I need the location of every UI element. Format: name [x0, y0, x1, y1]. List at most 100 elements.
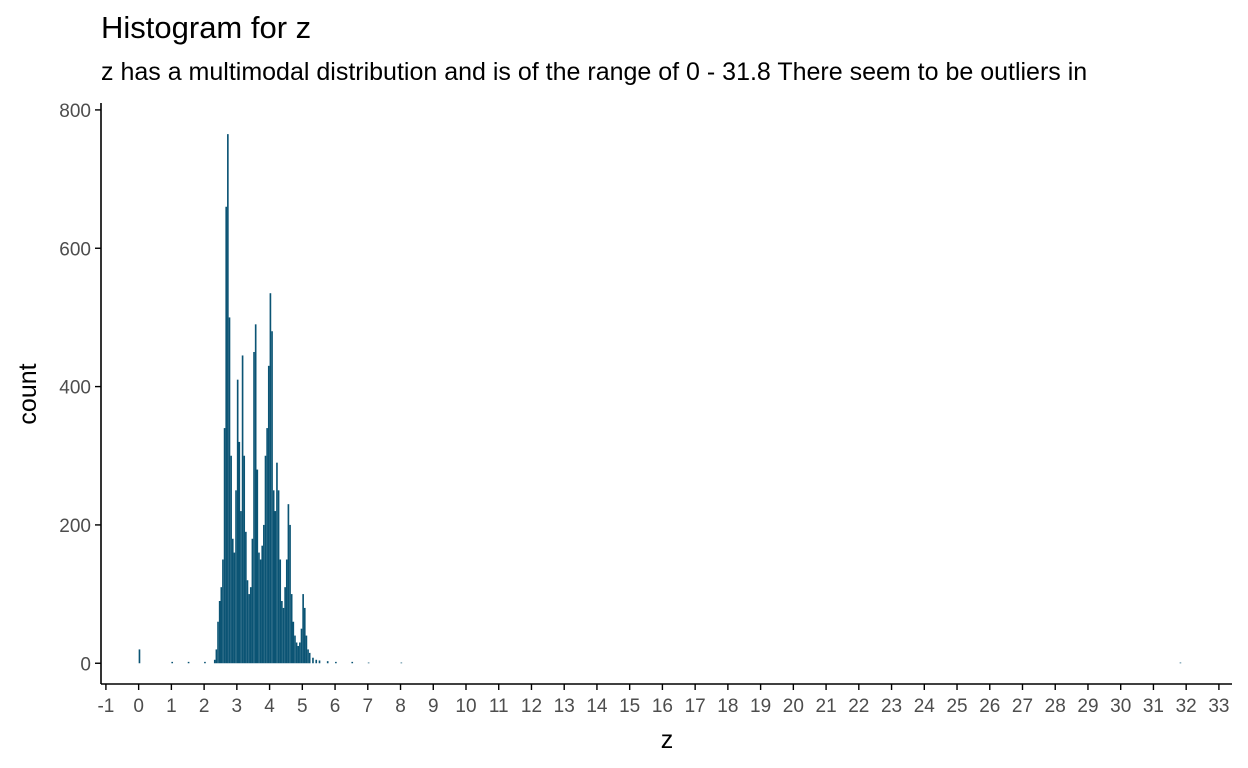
x-tick-label: 15	[619, 696, 640, 717]
x-tick-label: 32	[1176, 696, 1197, 717]
y-tick-label: 800	[59, 101, 91, 122]
histogram-bar	[246, 580, 249, 664]
x-tick-label: 1	[166, 696, 177, 717]
histogram-bar	[326, 661, 329, 664]
x-tick-label: 0	[133, 696, 144, 717]
x-tick-label: -1	[97, 696, 114, 717]
x-tick-label: 30	[1110, 696, 1131, 717]
histogram-bar	[263, 524, 265, 664]
histogram-bar	[236, 379, 239, 664]
histogram-bar	[351, 661, 354, 664]
x-axis-title: z	[661, 726, 674, 754]
histogram-bar	[248, 594, 250, 664]
x-tick-label: 23	[881, 696, 902, 717]
histogram-bar	[292, 621, 295, 664]
x-tick-label: 21	[816, 696, 837, 717]
x-tick-label: 2	[199, 696, 210, 717]
histogram-bar	[138, 649, 141, 664]
x-tick-label: 31	[1143, 696, 1164, 717]
histogram-bar	[259, 559, 262, 664]
x-tick-label: 26	[979, 696, 1000, 717]
histogram-bar	[264, 455, 267, 664]
x-tick-label: 12	[521, 696, 542, 717]
x-tick-label: 3	[232, 696, 243, 717]
x-tick-label: 29	[1077, 696, 1098, 717]
histogram-bar	[1179, 662, 1182, 664]
histogram-bar	[187, 661, 190, 664]
histogram-bar	[285, 559, 288, 664]
histogram-bar	[307, 649, 309, 664]
histogram-bar	[276, 462, 278, 664]
x-tick-label: 18	[717, 696, 738, 717]
y-axis-ticks: 0 200 400 600 800	[59, 101, 101, 675]
histogram-bar	[290, 594, 293, 664]
histogram-bar	[254, 324, 257, 664]
histogram-bar	[277, 490, 280, 664]
histogram-bar	[312, 657, 314, 664]
x-tick-label: 16	[652, 696, 673, 717]
histogram-bar	[227, 134, 229, 664]
x-tick-label: 14	[586, 696, 608, 717]
histogram-bar	[281, 601, 283, 664]
y-axis-title: count	[14, 363, 42, 424]
y-tick-label: 0	[80, 654, 91, 675]
x-tick-label: 20	[783, 696, 804, 717]
histogram-bar	[222, 559, 224, 664]
x-tick-label: 33	[1208, 696, 1229, 717]
x-tick-label: 27	[1012, 696, 1033, 717]
histogram-bar	[315, 659, 318, 664]
histogram-bar	[218, 601, 221, 664]
histogram-bar	[289, 524, 291, 664]
histogram-bar	[228, 317, 231, 664]
histogram-bar	[235, 490, 237, 664]
histogram-bar	[294, 635, 296, 664]
histogram-bar	[238, 441, 241, 664]
histogram-bar	[303, 607, 306, 664]
y-tick-label: 600	[59, 239, 91, 260]
histogram-bar	[258, 552, 260, 664]
x-tick-label: 4	[264, 696, 275, 717]
histogram-bar	[295, 642, 298, 664]
x-tick-label: 19	[750, 696, 771, 717]
histogram-bar	[253, 352, 255, 664]
histogram-bar	[400, 662, 403, 664]
histogram-bar	[271, 331, 273, 664]
x-tick-label: 8	[395, 696, 406, 717]
x-tick-label: 28	[1045, 696, 1066, 717]
histogram-bar	[367, 662, 370, 664]
x-tick-label: 9	[428, 696, 439, 717]
y-tick-label: 400	[59, 378, 91, 399]
histogram-bar	[251, 538, 254, 664]
x-tick-label: 6	[330, 696, 341, 717]
x-tick-label: 24	[914, 696, 936, 717]
histogram-bar	[300, 628, 303, 664]
histogram-bar	[274, 511, 277, 664]
histogram-bar	[231, 538, 234, 664]
y-tick-label: 200	[59, 516, 91, 537]
histogram-bar	[230, 455, 232, 664]
histogram-bar	[335, 661, 337, 664]
histogram-bar	[308, 652, 311, 664]
histogram-bar	[233, 552, 236, 664]
x-tick-label: 13	[554, 696, 575, 717]
x-tick-label: 5	[297, 696, 308, 717]
x-tick-label: 7	[363, 696, 374, 717]
histogram-bar	[267, 365, 270, 664]
histogram-bar	[297, 645, 300, 664]
histogram-bar	[266, 428, 268, 664]
histogram-bar	[261, 545, 264, 664]
histogram-bar	[282, 607, 285, 664]
x-tick-label: 22	[848, 696, 869, 717]
histogram-bar	[171, 661, 174, 664]
histogram-bar	[318, 660, 321, 664]
histogram-bar	[213, 659, 216, 664]
histogram-bar	[215, 649, 218, 664]
x-tick-label: 10	[455, 696, 476, 717]
chart-subtitle: z has a multimodal distribution and is o…	[101, 58, 1088, 86]
histogram-bar	[279, 559, 282, 664]
histogram-bar	[245, 531, 247, 664]
histogram-bars	[138, 134, 1182, 664]
histogram-bar	[240, 511, 242, 664]
histogram-bar	[305, 635, 308, 664]
